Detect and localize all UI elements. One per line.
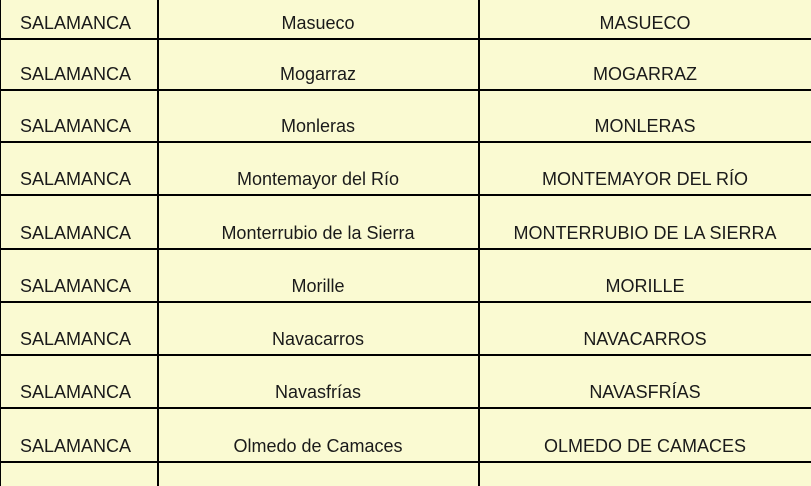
municipality-cell: Monterrubio de la Sierra bbox=[156, 194, 480, 250]
municipality-cell: Morille bbox=[156, 248, 480, 303]
municipality-cell: Olmedo de Camaces bbox=[156, 407, 480, 463]
province-cell: SALAMANCA bbox=[0, 461, 159, 486]
province-cell: SALAMANCA bbox=[0, 38, 159, 91]
municipality-cell: Payo, El bbox=[156, 461, 480, 486]
municipality-cell: Navasfrías bbox=[156, 354, 480, 409]
table-row: SALAMANCA Navasfrías NAVASFRÍAS bbox=[0, 354, 811, 409]
municipality-cell: Mogarraz bbox=[156, 38, 480, 91]
table-row: SALAMANCA Morille MORILLE bbox=[0, 248, 811, 303]
table-row: SALAMANCA Navacarros NAVACARROS bbox=[0, 301, 811, 356]
municipality-uppercase-cell: MORILLE bbox=[477, 248, 811, 303]
table-row: SALAMANCA Monterrubio de la Sierra MONTE… bbox=[0, 194, 811, 250]
table-row: SALAMANCA Montemayor del Río MONTEMAYOR … bbox=[0, 141, 811, 196]
province-cell: SALAMANCA bbox=[0, 248, 159, 303]
table-row: SALAMANCA Payo, El PAYO (EL) bbox=[0, 461, 811, 486]
municipality-cell: Montemayor del Río bbox=[156, 141, 480, 196]
municipality-uppercase-cell: MASUECO bbox=[477, 0, 811, 40]
municipality-cell: Navacarros bbox=[156, 301, 480, 356]
municipality-uppercase-cell: MOGARRAZ bbox=[477, 38, 811, 91]
province-cell: SALAMANCA bbox=[0, 194, 159, 250]
municipality-uppercase-cell: MONTEMAYOR DEL RÍO bbox=[477, 141, 811, 196]
municipality-cell: Monleras bbox=[156, 89, 480, 143]
table-row: SALAMANCA Monleras MONLERAS bbox=[0, 89, 811, 143]
municipality-uppercase-cell: NAVACARROS bbox=[477, 301, 811, 356]
municipality-uppercase-cell: MONLERAS bbox=[477, 89, 811, 143]
municipality-uppercase-cell: MONTERRUBIO DE LA SIERRA bbox=[477, 194, 811, 250]
province-cell: SALAMANCA bbox=[0, 141, 159, 196]
municipality-uppercase-cell: NAVASFRÍAS bbox=[477, 354, 811, 409]
table-row: SALAMANCA Mogarraz MOGARRAZ bbox=[0, 38, 811, 91]
municipality-uppercase-cell: PAYO (EL) bbox=[477, 461, 811, 486]
province-cell: SALAMANCA bbox=[0, 0, 159, 40]
table-row: SALAMANCA Masueco MASUECO bbox=[0, 0, 811, 40]
province-cell: SALAMANCA bbox=[0, 89, 159, 143]
municipality-cell: Masueco bbox=[156, 0, 480, 40]
table-row: SALAMANCA Olmedo de Camaces OLMEDO DE CA… bbox=[0, 407, 811, 463]
municipality-uppercase-cell: OLMEDO DE CAMACES bbox=[477, 407, 811, 463]
province-cell: SALAMANCA bbox=[0, 354, 159, 409]
province-cell: SALAMANCA bbox=[0, 407, 159, 463]
province-cell: SALAMANCA bbox=[0, 301, 159, 356]
